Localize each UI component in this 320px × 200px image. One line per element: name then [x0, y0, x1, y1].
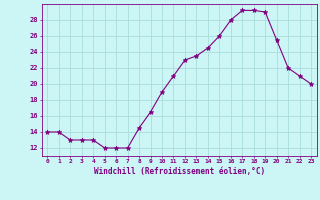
X-axis label: Windchill (Refroidissement éolien,°C): Windchill (Refroidissement éolien,°C): [94, 167, 265, 176]
